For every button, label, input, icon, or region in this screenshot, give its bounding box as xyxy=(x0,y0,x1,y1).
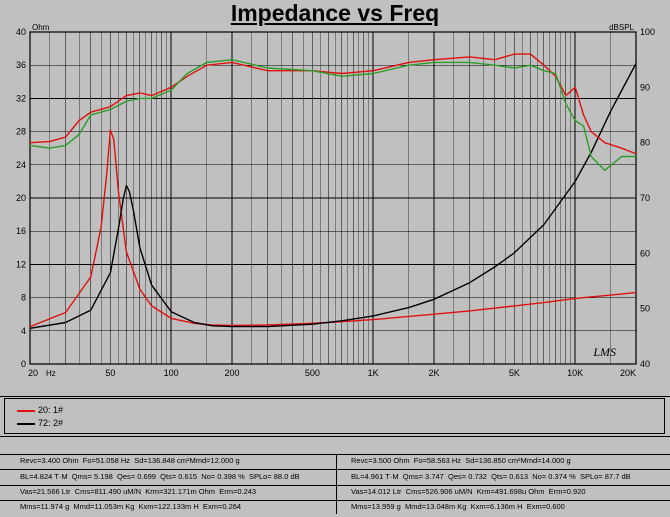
ts-left-row4: Mms=11.974 g Mmd=11.053m Kg Kxm=122.133m… xyxy=(20,502,242,511)
ts-left-row2: BL=4.824 T·M Qms= 5.198 Qes= 0.699 Qts= … xyxy=(20,472,300,481)
ts-left-row3: Vas=21.566 Ltr Cms=811.490 uM/N Krm=321.… xyxy=(20,487,257,496)
ts-right-row2: BL=4.961 T·M Qms= 3.747 Qes= 0.732 Qts= … xyxy=(351,472,631,481)
x-tick-label: 50 xyxy=(105,368,115,378)
y-left-tick-label: 28 xyxy=(16,127,26,137)
ts-left-row1: Revc=3.400 Ohm Fo=51.058 Hz Sd=136.848 c… xyxy=(20,456,240,465)
y-left-tick-label: 24 xyxy=(16,160,26,170)
x-tick-label: 1K xyxy=(368,368,379,378)
x-tick-label: 100 xyxy=(164,368,179,378)
series-line-4 xyxy=(29,59,636,172)
y-left-tick-label: 40 xyxy=(16,27,26,37)
series-line-2 xyxy=(29,63,637,329)
ts-right-row4: Mms=13.959 g Mmd=13.048m Kg Kxm=6.136m H… xyxy=(351,502,565,511)
y-left-unit-label: Ohm xyxy=(32,23,50,32)
divider xyxy=(0,396,670,397)
impedance-chart: Ohm dBSPL 0 4 8 12 16 20 24 28 32 36 40 40 50 60 70 80 90 1… xyxy=(16,23,655,378)
x-tick-label: 10K xyxy=(567,368,583,378)
x-tick-label: 500 xyxy=(305,368,320,378)
legend-item-1: 20: 1# xyxy=(17,404,63,416)
y-left-tick-label: 32 xyxy=(16,93,26,103)
legend-swatch-black xyxy=(17,422,35,425)
y-right-unit-label: dBSPL xyxy=(609,23,634,32)
y-left-tick-label: 4 xyxy=(21,326,26,336)
legend-item-2: 72: 2# xyxy=(17,417,63,429)
divider xyxy=(0,436,670,437)
ts-right-row1: Revc=3.500 Ohm Fo=58.563 Hz Sd=136.850 c… xyxy=(351,456,571,465)
divider xyxy=(0,500,670,501)
divider xyxy=(0,454,670,455)
y-right-tick-label: 80 xyxy=(640,138,650,148)
x-tick-label: 20 xyxy=(28,368,38,378)
y-left-tick-label: 16 xyxy=(16,226,26,236)
y-right-tick-label: 50 xyxy=(640,304,650,314)
legend-swatch-red xyxy=(17,409,35,412)
y-right-tick-label: 90 xyxy=(640,82,650,92)
legend-label-2: 72: 2# xyxy=(38,418,64,428)
y-left-tick-label: 0 xyxy=(21,359,26,369)
y-right-tick-label: 70 xyxy=(640,193,650,203)
x-unit-label: Hz xyxy=(46,369,56,378)
watermark-logo: LMS xyxy=(592,345,616,359)
ts-right-row3: Vas=14.012 Ltr Cms=526.906 uM/N Krm=491.… xyxy=(351,487,586,496)
divider xyxy=(336,454,337,514)
x-tick-label: 5K xyxy=(509,368,520,378)
divider xyxy=(0,485,670,486)
legend-label-1: 20: 1# xyxy=(38,405,64,415)
x-tick-label: 20K xyxy=(620,368,636,378)
y-right-tick-label: 100 xyxy=(640,27,655,37)
legend: 20: 1# 72: 2# xyxy=(4,398,665,434)
x-tick-label: 200 xyxy=(224,368,239,378)
y-left-tick-label: 12 xyxy=(16,259,26,269)
chart-title: Impedance vs Freq xyxy=(230,0,440,26)
y-right-tick-label: 60 xyxy=(640,248,650,258)
x-tick-label: 2K xyxy=(428,368,439,378)
y-left-tick-label: 8 xyxy=(21,293,26,303)
y-left-tick-label: 20 xyxy=(16,193,26,203)
series-line-3 xyxy=(29,53,637,155)
plot-border xyxy=(29,31,637,365)
y-right-tick-label: 40 xyxy=(640,359,650,369)
divider xyxy=(0,469,670,470)
y-left-tick-label: 36 xyxy=(16,60,26,70)
